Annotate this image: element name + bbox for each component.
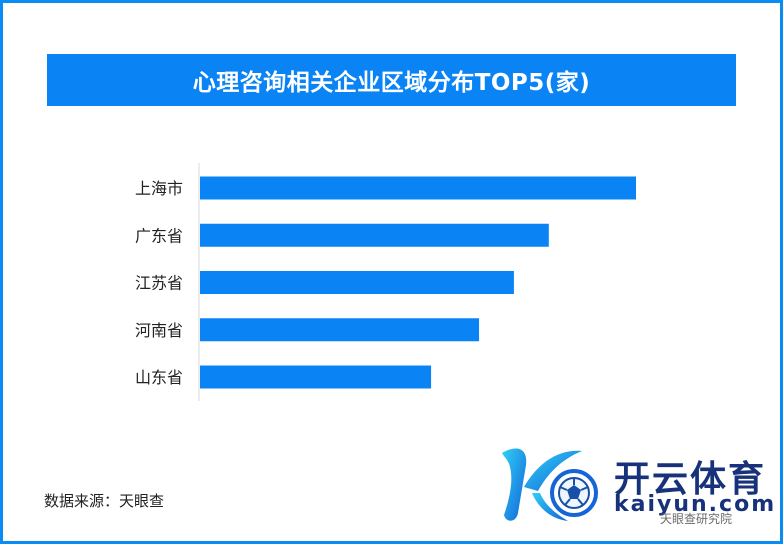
watermark-brand: 开云体育 <box>614 459 767 500</box>
watermark-label: 天眼查研究院 <box>660 512 733 526</box>
chart-title: 心理咨询相关企业区域分布TOP5(家) <box>192 70 591 96</box>
category-label-5: 山东省 <box>135 368 183 387</box>
bar-4 <box>200 318 480 342</box>
bar-5 <box>200 365 432 389</box>
bar-1 <box>200 176 636 200</box>
category-label-1: 上海市 <box>135 179 183 198</box>
category-label-4: 河南省 <box>135 321 183 340</box>
bar-2 <box>200 223 549 247</box>
title-banner: 心理咨询相关企业区域分布TOP5(家) <box>47 54 736 106</box>
bar-3 <box>200 271 514 294</box>
kaiyun-logo-icon <box>502 448 598 521</box>
category-label-3: 江苏省 <box>135 274 183 293</box>
category-label-2: 广东省 <box>135 226 183 245</box>
watermark-domain: kaiyun.com <box>614 492 777 517</box>
data-source-note: 数据来源：天眼查 <box>44 492 165 510</box>
